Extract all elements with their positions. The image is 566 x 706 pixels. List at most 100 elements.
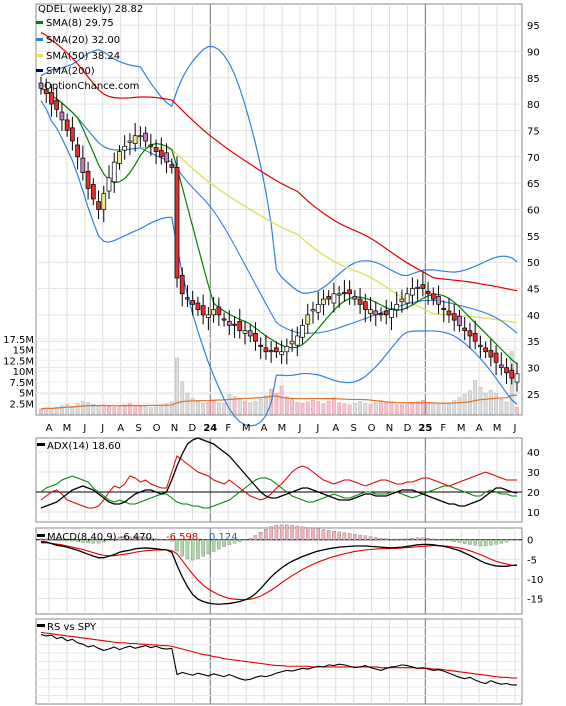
candle-body xyxy=(415,286,420,289)
candle-body xyxy=(143,132,148,142)
macd-histogram-bar xyxy=(410,538,415,540)
volume-tick-label: 2.5M xyxy=(9,399,34,410)
x-tick-label: J xyxy=(82,423,86,434)
volume-bar xyxy=(196,401,200,415)
legend-sma200: SMA(200) xyxy=(46,66,95,77)
macd-histogram-bar xyxy=(222,539,226,547)
macd-histogram-bar xyxy=(206,539,211,554)
macd-histogram-bar xyxy=(117,536,122,540)
volume-bar xyxy=(305,401,310,415)
candle-body xyxy=(253,332,258,342)
candle-body xyxy=(268,350,274,353)
macd-histogram-bar xyxy=(290,525,294,540)
macd-label-signal: -6.598, xyxy=(166,532,201,543)
x-tick-label: J xyxy=(100,423,104,434)
grid-layer xyxy=(35,3,523,705)
volume-bar xyxy=(180,381,185,415)
x-tick-label: M xyxy=(278,423,287,434)
macd-histogram-bar xyxy=(342,532,347,540)
volume-bar xyxy=(96,405,101,415)
volume-tick-label: 12.5M xyxy=(3,356,34,367)
volume-bar xyxy=(300,402,305,415)
volume-bar xyxy=(86,402,90,415)
macd-histogram-bar xyxy=(321,529,326,540)
macd-histogram-bar xyxy=(494,539,498,545)
macd-histogram-bar xyxy=(122,536,127,540)
macd-histogram-bar xyxy=(238,539,242,542)
volume-bar xyxy=(164,403,169,415)
candle-body xyxy=(509,369,515,379)
volume-bar xyxy=(128,403,132,415)
volume-bar xyxy=(420,399,425,415)
volume-bar xyxy=(159,405,164,415)
macd-histogram-bar xyxy=(462,539,467,544)
macd-histogram-bar xyxy=(96,539,101,544)
macd-histogram-bar xyxy=(311,527,315,540)
macd-histogram-bar xyxy=(201,539,205,557)
volume-bar xyxy=(101,404,106,415)
candle-body xyxy=(472,332,478,342)
candle-body xyxy=(117,151,122,164)
macd-histogram-bar xyxy=(400,538,404,540)
volume-bar xyxy=(117,405,122,415)
macd-histogram-bar xyxy=(86,539,90,544)
macd-histogram-bar xyxy=(389,539,394,540)
volume-bar xyxy=(154,406,158,415)
candle-body xyxy=(394,303,400,310)
macd-histogram-bar xyxy=(489,539,493,546)
axis-layer: A M J J A S O N D 24 F M A M J J A S O N D 25 F M A M J25303540455… xyxy=(3,21,543,605)
macd-tick-label: 0 xyxy=(527,536,533,547)
macd-label-hist: 0.124 xyxy=(209,532,238,543)
candle-body xyxy=(315,303,321,313)
candle-body xyxy=(420,284,426,289)
candle-body xyxy=(389,309,394,318)
x-tick-label: A xyxy=(261,423,268,434)
candle-body xyxy=(457,315,462,326)
watermark: OptionChance.com xyxy=(44,81,139,92)
candle-body xyxy=(399,298,405,303)
macd-histogram-bar xyxy=(49,539,54,541)
candle-body xyxy=(101,193,107,210)
volume-bar xyxy=(352,402,357,415)
price-legend: QDEL (weekly) 28.82 SMA(8) 29.75 SMA(20)… xyxy=(36,4,143,92)
candle-body xyxy=(410,288,415,296)
candle-body xyxy=(357,298,363,305)
volume-bar xyxy=(80,401,85,415)
legend-sma20: SMA(20) 32.00 xyxy=(46,35,120,46)
x-tick-label: J xyxy=(513,423,517,434)
x-tick-label: J xyxy=(315,423,319,434)
legend-sma20-swatch xyxy=(36,38,43,41)
volume-bar xyxy=(436,404,441,415)
macd-histogram-bar xyxy=(269,526,273,540)
price-tick-label: 75 xyxy=(527,126,540,137)
macd-histogram-bar xyxy=(415,537,420,540)
adx-swatch xyxy=(37,443,45,446)
candle-body xyxy=(148,144,154,147)
candle-body xyxy=(232,323,237,326)
macd-histogram-bar xyxy=(363,535,368,540)
candle-body xyxy=(132,135,138,144)
volume-bar xyxy=(253,401,258,415)
volume-bar xyxy=(494,393,498,415)
macd-histogram-bar xyxy=(279,524,284,540)
volume-bar xyxy=(60,405,64,415)
price-chart-title: QDEL (weekly) 28.82 xyxy=(38,4,143,15)
macd-histogram-bar xyxy=(421,537,425,540)
price-tick-label: 35 xyxy=(527,337,540,348)
plus-di-line xyxy=(40,455,517,509)
volume-bar xyxy=(175,357,179,415)
volume-bar xyxy=(75,403,80,415)
volume-bar xyxy=(488,390,493,415)
volume-bar xyxy=(462,394,467,415)
volume-bar xyxy=(499,399,504,415)
legend-sma200-swatch xyxy=(36,69,43,72)
candle-body xyxy=(127,140,133,143)
x-tick-label: 25 xyxy=(418,423,432,434)
volume-bar xyxy=(447,402,451,415)
macd-histogram-bar xyxy=(243,539,247,541)
volume-bar xyxy=(290,399,294,415)
candle-body xyxy=(373,310,379,316)
x-tick-label: S xyxy=(351,423,357,434)
x-tick-label: D xyxy=(404,423,412,434)
candle-body xyxy=(514,373,520,383)
